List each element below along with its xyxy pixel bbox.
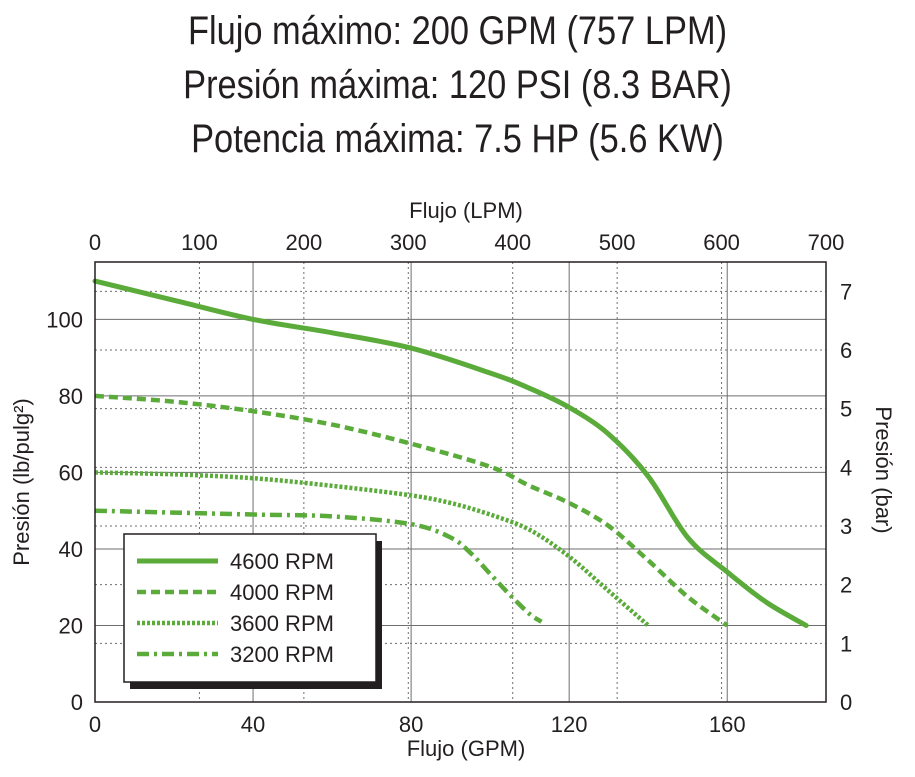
y-tick-label: 20 — [59, 613, 83, 638]
y2-tick-label: 2 — [840, 573, 852, 598]
y2-tick-label: 7 — [840, 279, 852, 304]
y-tick-label: 60 — [59, 460, 83, 485]
x-tick-label: 160 — [709, 712, 746, 737]
x2-tick-label: 300 — [390, 230, 427, 255]
legend-label-4600-rpm: 4600 RPM — [230, 549, 334, 574]
y2-tick-label: 1 — [840, 631, 852, 656]
legend-label-4000-rpm: 4000 RPM — [230, 580, 334, 605]
max-flow-text: Flujo máximo: 200 GPM (757 LPM) — [187, 9, 728, 53]
y-tick-label: 100 — [46, 307, 83, 332]
x2-tick-label: 100 — [181, 230, 218, 255]
series-line-3200-rpm — [94, 508, 543, 624]
y2-tick-label: 4 — [840, 455, 852, 480]
legend-items: 4600 RPM 4000 RPM 3600 RPM 3200 RPM — [137, 549, 334, 667]
max-pressure-text: Presión máxima: 120 PSI (8.3 BAR) — [183, 63, 732, 107]
x-tick-label: 80 — [399, 712, 423, 737]
y-axis-label: Presión (lb/pulg²) — [9, 398, 34, 566]
y2-tick-label: 0 — [840, 690, 852, 715]
y-tick-label: 80 — [59, 384, 83, 409]
x2-tick-label: 500 — [599, 230, 636, 255]
series-line-3600-rpm — [94, 470, 650, 628]
series-layer — [92, 278, 809, 628]
x2-axis-label: Flujo (LPM) — [409, 198, 523, 223]
series-line-4600-rpm — [92, 278, 809, 628]
legend-label-3600-rpm: 3600 RPM — [230, 611, 334, 636]
x-tick-label: 120 — [551, 712, 588, 737]
y-tick-label: 40 — [59, 537, 83, 562]
x-axis-label: Flujo (GPM) — [407, 736, 526, 761]
y2-tick-label: 6 — [840, 338, 852, 363]
plot-frame — [94, 261, 827, 703]
x2-tick-label: 200 — [285, 230, 322, 255]
x2-tick-label: 0 — [89, 230, 101, 255]
x2-tick-label: 600 — [703, 230, 740, 255]
x-tick-label: 40 — [241, 712, 265, 737]
x2-tick-label: 400 — [494, 230, 531, 255]
chart-title-block: Flujo máximo: 200 GPM (757 LPM) Presión … — [0, 4, 915, 166]
series-line-4000-rpm — [94, 393, 729, 628]
y2-axis-label: Presión (bar) — [871, 406, 896, 533]
max-power-text: Potencia máxima: 7.5 HP (5.6 KW) — [191, 117, 724, 161]
x-tick-label: 0 — [89, 712, 101, 737]
y2-tick-label: 3 — [840, 514, 852, 539]
x2-tick-label: 700 — [808, 230, 845, 255]
y-tick-label: 0 — [71, 690, 83, 715]
legend-label-3200-rpm: 3200 RPM — [230, 642, 334, 667]
y2-tick-label: 5 — [840, 397, 852, 422]
legend: 4600 RPM 4000 RPM 3600 RPM 3200 RPM — [123, 533, 382, 689]
